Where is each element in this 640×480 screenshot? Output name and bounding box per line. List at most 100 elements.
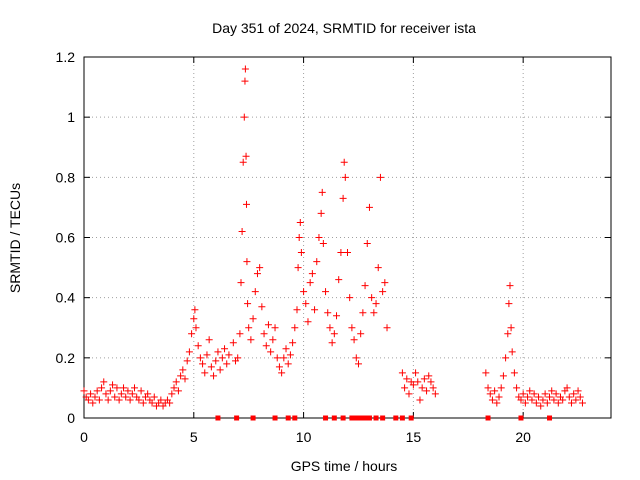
data-point [348, 324, 356, 332]
data-point [578, 399, 586, 407]
data-point [111, 393, 119, 401]
data-point [237, 279, 245, 287]
data-point [271, 324, 279, 332]
data-point [181, 375, 189, 383]
data-point [87, 390, 95, 398]
gap-marker [357, 415, 363, 421]
data-point [315, 234, 323, 241]
data-point [528, 396, 536, 404]
data-point [302, 300, 310, 308]
data-point [177, 372, 185, 380]
data-point [354, 360, 362, 368]
data-point [550, 396, 558, 404]
data-point [80, 387, 88, 395]
data-point [559, 396, 567, 404]
data-point [106, 387, 114, 395]
data-point [414, 378, 422, 386]
data-point [319, 240, 327, 248]
data-point [537, 402, 545, 410]
data-point [420, 375, 428, 383]
y-axis-label: SRMTID / TECUs [7, 183, 23, 293]
gap-marker [215, 415, 221, 421]
data-point [100, 378, 108, 386]
data-point [207, 363, 215, 371]
data-point [297, 249, 305, 257]
data-point [505, 300, 513, 308]
data-point [524, 393, 532, 401]
data-point [565, 393, 573, 401]
data-point [363, 240, 371, 248]
tick-labels: 0 0.2 0.4 0.6 0.8 1 1.2 0 5 10 15 20 [56, 49, 532, 445]
x-tick-label: 5 [190, 429, 198, 445]
data-point [379, 288, 387, 296]
data-point [216, 366, 224, 374]
data-point [412, 369, 420, 377]
data-point [306, 279, 314, 287]
data-point [115, 396, 123, 404]
gap-marker [366, 415, 372, 421]
data-point [313, 258, 321, 266]
gap-marker [285, 415, 291, 421]
data-point [166, 399, 174, 407]
data-point [567, 399, 575, 407]
data-point [326, 324, 334, 332]
data-point [201, 369, 209, 377]
data-point [249, 315, 257, 323]
data-point [352, 354, 360, 362]
data-point [502, 354, 510, 362]
data-point [535, 393, 543, 401]
data-point [278, 369, 286, 377]
gap-marker [360, 415, 366, 421]
data-point [541, 390, 549, 398]
data-point [126, 396, 134, 404]
data-point [486, 390, 494, 398]
gap-marker [363, 415, 369, 421]
data-point [104, 396, 112, 404]
y-tick-label: 0.8 [56, 169, 76, 185]
data-point [247, 336, 255, 344]
data-point [191, 306, 199, 314]
data-point [135, 396, 143, 404]
data-point [409, 381, 417, 389]
data-point [497, 384, 505, 392]
data-point [236, 330, 244, 338]
data-point [260, 330, 268, 338]
data-point [376, 173, 384, 181]
data-point [240, 113, 248, 121]
data-points [80, 65, 586, 410]
gap-marker [292, 415, 298, 421]
y-tick-label: 0 [67, 410, 75, 426]
data-point [574, 387, 582, 395]
gap-marker [323, 415, 329, 421]
gap-marker [518, 415, 524, 421]
data-point [291, 324, 299, 332]
data-point [139, 399, 147, 407]
data-point [381, 279, 389, 287]
data-point [221, 345, 229, 353]
gap-marker [272, 415, 278, 421]
y-tick-label: 0.6 [56, 230, 76, 246]
gap-marker [353, 415, 359, 421]
data-point [429, 384, 437, 392]
axis-ticks [83, 56, 611, 419]
data-point [398, 369, 406, 377]
data-point [570, 390, 578, 398]
data-point [482, 369, 490, 377]
data-point [242, 152, 250, 160]
data-point [168, 390, 176, 398]
data-point [295, 234, 303, 241]
data-point [416, 396, 424, 404]
data-point [530, 390, 538, 398]
data-point [91, 393, 99, 401]
data-point [223, 360, 231, 368]
data-point [128, 390, 136, 398]
data-point [199, 360, 207, 368]
y-tick-label: 0.4 [56, 290, 76, 306]
data-point [262, 342, 270, 350]
x-tick-label: 20 [515, 429, 531, 445]
data-point [526, 387, 534, 395]
data-point [318, 188, 326, 196]
data-point [333, 312, 341, 320]
data-point [359, 309, 367, 317]
